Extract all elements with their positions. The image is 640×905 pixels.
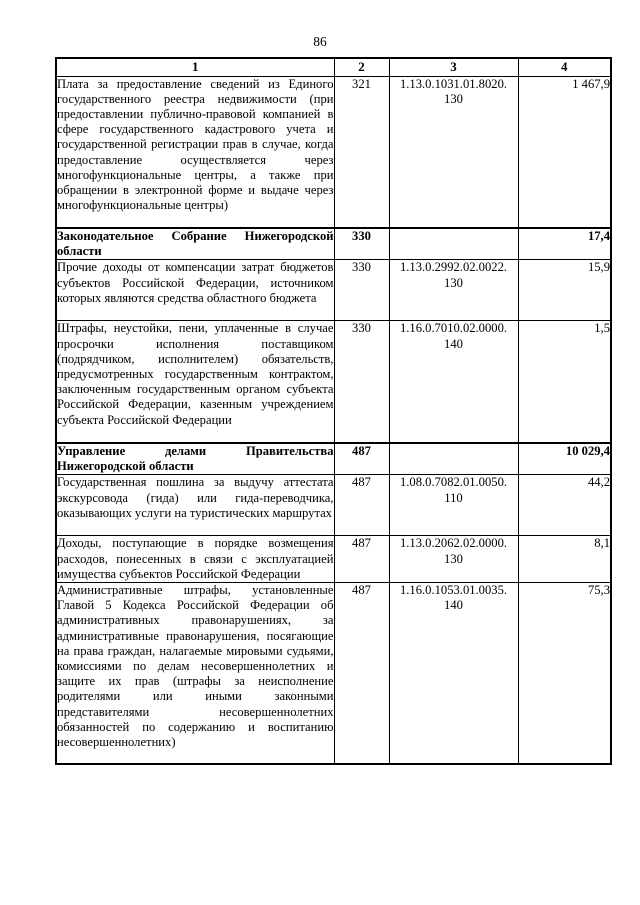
admin-code-cell: 487: [333, 474, 390, 537]
admin-code-cell: 330: [333, 227, 390, 261]
admin-code-cell: 330: [333, 259, 390, 322]
amount-cell: 75,3: [517, 581, 612, 765]
row-description-cell: Штрафы, неустойки, пени, уплаченные в сл…: [55, 320, 335, 444]
kbk-code-cell: 1.13.0.2992.02.0022. 130: [388, 259, 519, 322]
amount-cell: 15,9: [517, 259, 612, 322]
column-header-1: 1: [55, 57, 335, 77]
admin-code-cell: 487: [333, 581, 390, 765]
row-description-cell: Доходы, поступающие в порядке возмещения…: [55, 535, 335, 583]
table-row: Административные штрафы, установленные Г…: [55, 581, 612, 765]
admin-code-cell: 321: [333, 75, 390, 229]
table-row: Прочие доходы от компенсации затрат бюдж…: [55, 259, 612, 322]
kbk-code-cell: [388, 441, 519, 476]
kbk-code-cell: 1.16.0.1053.01.0035. 140: [388, 581, 519, 765]
kbk-code-cell: [388, 227, 519, 261]
amount-cell: 44,2: [517, 474, 612, 537]
row-description-cell: Плата за предоставление сведений из Един…: [55, 75, 335, 229]
page-number: 86: [313, 34, 327, 49]
amount-cell: 10 029,4: [517, 441, 612, 476]
admin-code-cell: 487: [333, 441, 390, 476]
admin-code-cell: 330: [333, 320, 390, 444]
amount-cell: 8,1: [517, 535, 612, 583]
row-description-cell: Административные штрафы, установленные Г…: [55, 581, 335, 765]
column-header-2: 2: [333, 57, 390, 77]
admin-code-cell: 487: [333, 535, 390, 583]
row-description-cell: Законодательное Собрание Нижегородской о…: [55, 227, 335, 261]
table-row: Доходы, поступающие в порядке возмещения…: [55, 535, 612, 583]
table-header-row: 1 2 3 4: [55, 57, 612, 77]
kbk-code-cell: 1.13.0.1031.01.8020. 130: [388, 75, 519, 229]
kbk-code-cell: 1.16.0.7010.02.0000. 140: [388, 320, 519, 444]
kbk-code-cell: 1.13.0.2062.02.0000. 130: [388, 535, 519, 583]
amount-cell: 17,4: [517, 227, 612, 261]
table-section-row: Законодательное Собрание Нижегородской о…: [55, 227, 612, 261]
row-description-cell: Государственная пошлина за выдучу аттест…: [55, 474, 335, 537]
table-row: Штрафы, неустойки, пени, уплаченные в сл…: [55, 320, 612, 444]
table-row: Государственная пошлина за выдучу аттест…: [55, 474, 612, 537]
amount-cell: 1,5: [517, 320, 612, 444]
row-description-cell: Прочие доходы от компенсации затрат бюдж…: [55, 259, 335, 322]
table-section-row: Управление делами Правительства Нижегоро…: [55, 441, 612, 476]
budget-revenue-table: 1 2 3 4 Плата за предоставление сведений…: [55, 57, 612, 766]
column-header-3: 3: [388, 57, 519, 77]
row-description-cell: Управление делами Правительства Нижегоро…: [55, 441, 335, 476]
table-row: Плата за предоставление сведений из Един…: [55, 75, 612, 229]
amount-cell: 1 467,9: [517, 75, 612, 229]
kbk-code-cell: 1.08.0.7082.01.0050. 110: [388, 474, 519, 537]
column-header-4: 4: [517, 57, 612, 77]
